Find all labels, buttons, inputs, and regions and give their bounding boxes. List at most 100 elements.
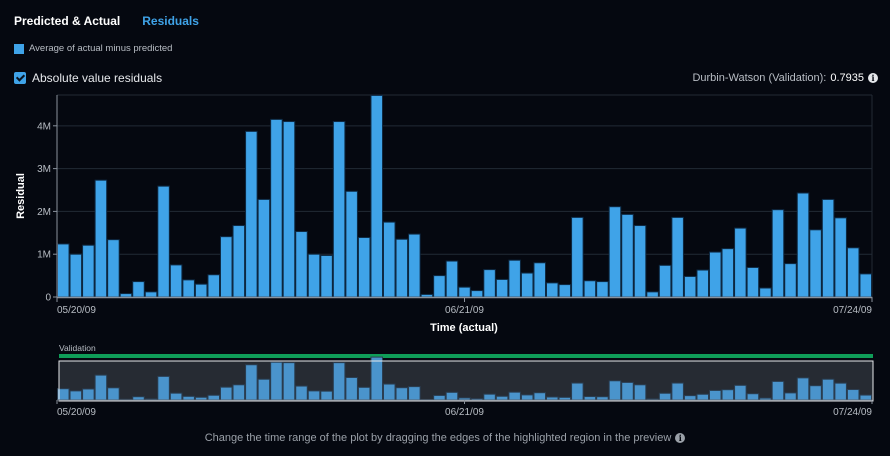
preview-bar	[809, 385, 822, 401]
tab-bar: Predicted & Actual Residuals	[14, 14, 199, 28]
axes: 0 1M 2M 3M 4M 05/20/09 06/21/09 07/24/09	[37, 95, 873, 316]
preview-bar	[796, 377, 810, 401]
bar	[583, 280, 597, 298]
preview-bar	[357, 386, 371, 401]
legend-swatch	[14, 43, 24, 54]
bar	[370, 94, 384, 298]
preview-bar	[445, 391, 459, 401]
x-tick-label: 06/21/09	[445, 305, 484, 316]
tab-predicted-actual[interactable]: Predicted & Actual	[14, 14, 121, 28]
bar	[721, 248, 735, 298]
bar	[596, 281, 609, 298]
bar	[332, 121, 346, 298]
bar	[696, 269, 710, 298]
bar	[220, 236, 233, 298]
preview-bar	[295, 385, 308, 401]
bar	[420, 293, 434, 298]
preview-bar	[746, 393, 760, 401]
bar	[433, 275, 446, 298]
preview-bar	[157, 375, 170, 401]
preview-bar	[696, 393, 710, 401]
preview-bar	[721, 389, 735, 401]
bar	[107, 239, 120, 298]
preview-bar	[320, 390, 333, 401]
bar	[746, 266, 760, 298]
preview-bar	[307, 390, 321, 401]
preview-bar	[433, 394, 446, 401]
bar	[458, 286, 471, 298]
hint: Change the time range of the plot by dra…	[0, 432, 890, 444]
preview-bar	[408, 386, 421, 401]
bar	[633, 225, 647, 298]
preview-bar	[571, 382, 584, 401]
preview-bar	[821, 378, 835, 401]
bar	[771, 209, 785, 298]
info-icon[interactable]: i	[675, 433, 686, 443]
bar	[357, 237, 371, 298]
bar	[646, 291, 659, 298]
bar	[796, 192, 810, 298]
bar	[734, 227, 747, 298]
checkbox-checked-icon[interactable]	[14, 72, 26, 84]
preview-bar	[709, 389, 722, 401]
preview-bar	[520, 394, 534, 401]
preview-bar	[182, 395, 195, 401]
preview-tick-label: 06/21/09	[445, 407, 484, 418]
bar	[169, 264, 183, 298]
preview-bar	[508, 391, 521, 401]
residual-chart: 0 1M 2M 3M 4M 05/20/09 06/21/09 07/24/09 Residu…	[15, 94, 874, 418]
durbin-watson: Durbin-Watson (Validation): 0.7935 i	[692, 72, 878, 84]
preview-bar	[658, 392, 672, 401]
bar	[558, 284, 572, 298]
preview-bar	[671, 382, 684, 401]
bar	[508, 259, 521, 298]
bar	[683, 275, 697, 298]
preview-bar	[370, 356, 384, 401]
preview-tick-label: 05/20/09	[57, 407, 96, 418]
preview-ticks: 05/20/09 06/21/09 07/24/09	[56, 399, 873, 418]
preview-bar	[245, 364, 258, 401]
preview-selection[interactable]	[58, 360, 874, 402]
y-axis-title: Residual	[15, 173, 27, 219]
bar	[320, 254, 333, 298]
bar	[57, 243, 70, 298]
preview-tick-label: 07/24/09	[833, 407, 872, 418]
absolute-value-checkbox[interactable]: Absolute value residuals	[14, 71, 162, 85]
tab-residuals[interactable]: Residuals	[142, 14, 199, 28]
durbin-watson-label: Durbin-Watson (Validation):	[692, 72, 827, 84]
bar	[270, 118, 283, 298]
preview-label: Validation	[59, 343, 96, 353]
bar	[232, 225, 246, 298]
preview-bar	[633, 384, 647, 401]
checkbox-label: Absolute value residuals	[32, 71, 163, 85]
durbin-watson-value: 0.7935	[830, 72, 864, 84]
preview-bar	[483, 393, 496, 401]
x-tick-label: 05/20/09	[57, 305, 96, 316]
y-tick-label: 4M	[37, 121, 51, 132]
bar	[759, 287, 772, 298]
bar	[533, 262, 547, 298]
bar	[144, 291, 158, 298]
bar	[94, 179, 108, 298]
preview-bar	[107, 387, 120, 401]
x-axis-title: Time (actual)	[430, 322, 498, 334]
hint-text: Change the time range of the plot by dra…	[204, 432, 672, 444]
bar	[282, 121, 296, 298]
y-tick-label: 2M	[37, 207, 51, 218]
preview-bar	[82, 388, 95, 401]
bar	[520, 272, 534, 298]
preview-bar	[94, 374, 108, 401]
info-icon[interactable]: i	[868, 73, 878, 83]
preview-bar	[169, 392, 183, 401]
bar	[621, 213, 634, 298]
validation-bar	[59, 354, 873, 358]
preview-bar	[834, 382, 847, 401]
bar	[709, 251, 722, 298]
bar	[82, 244, 95, 298]
bar	[119, 293, 133, 298]
preview-bar	[771, 380, 785, 401]
preview-bar	[270, 361, 283, 401]
bar	[470, 290, 484, 298]
bar	[658, 264, 672, 298]
preview-bar	[383, 383, 396, 401]
